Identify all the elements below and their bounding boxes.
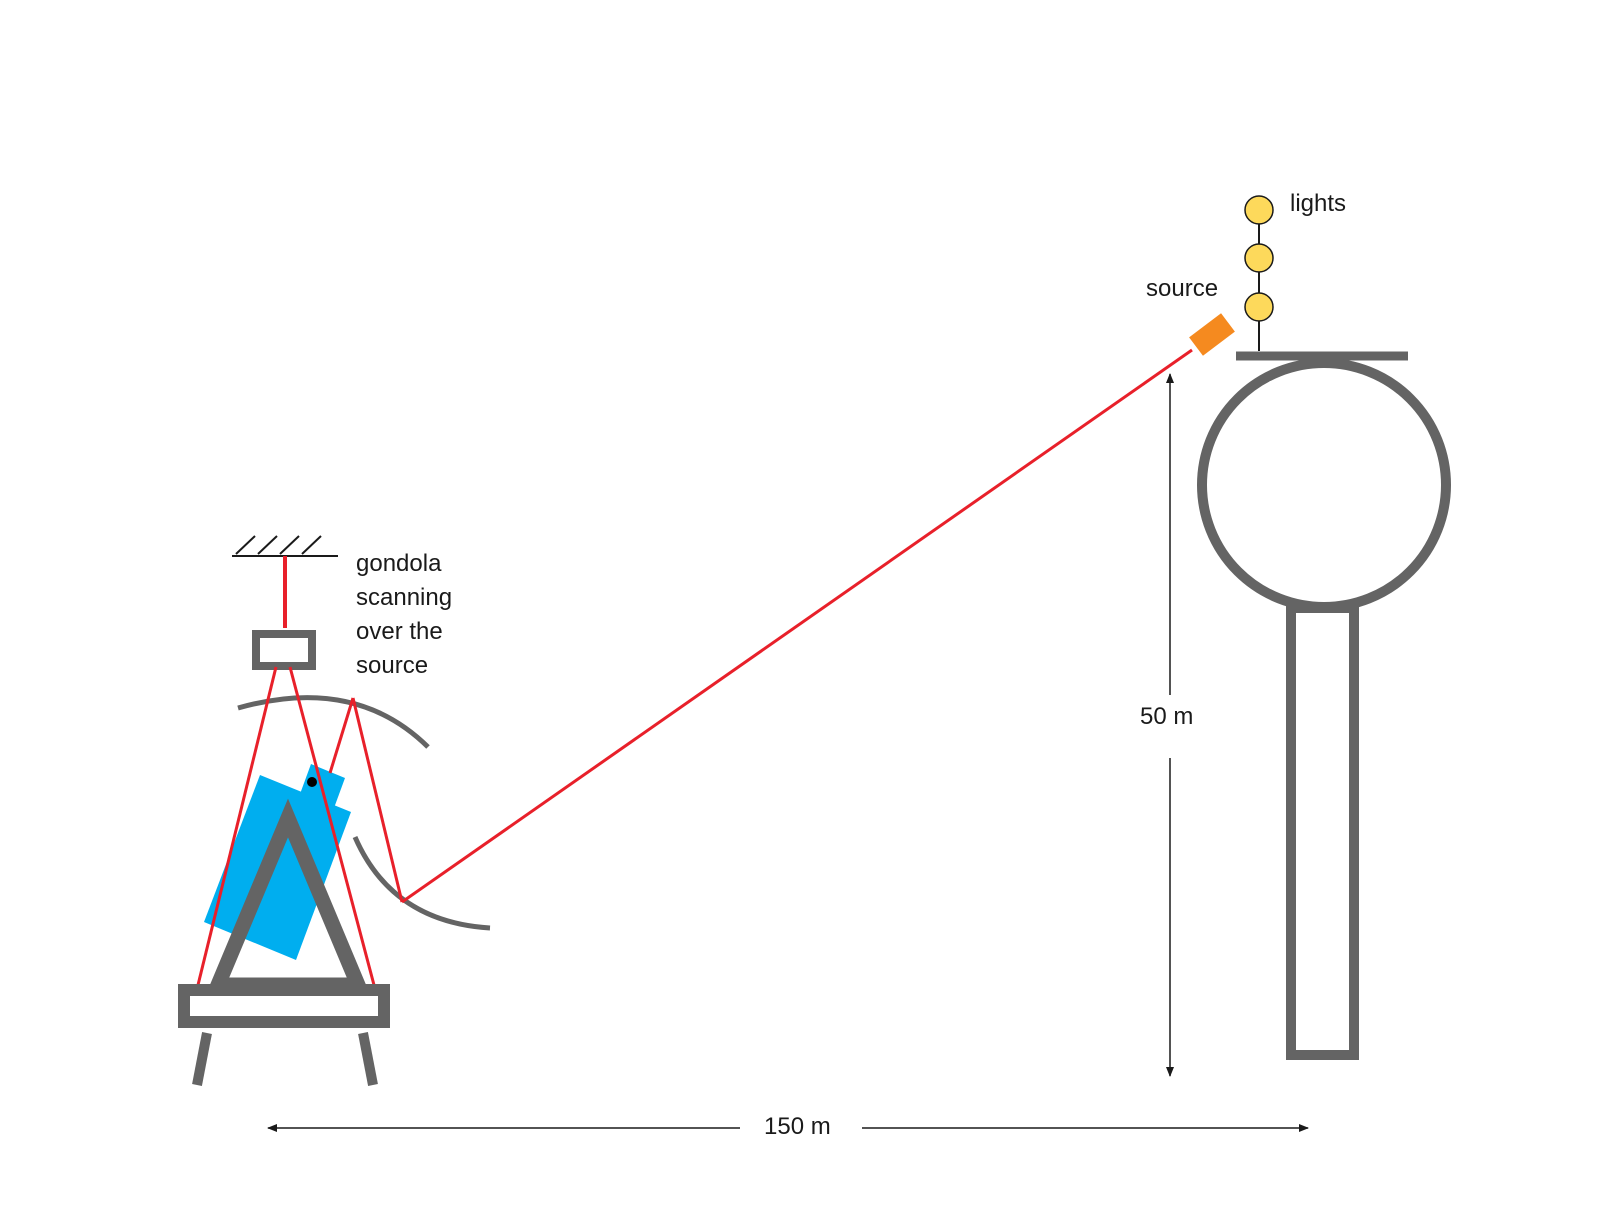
gondola-label-line: over the <box>356 618 443 645</box>
height-label: 50 m <box>1134 700 1200 734</box>
base-leg-left <box>192 1032 212 1086</box>
beam-paths <box>196 348 1193 986</box>
ceiling-hatch-icon <box>232 535 338 557</box>
pivot-point <box>307 777 317 787</box>
light-icon <box>1244 292 1274 322</box>
primary-mirror <box>352 836 491 931</box>
source-label: source <box>1146 275 1219 302</box>
light-source-icon <box>1189 313 1235 356</box>
gondola-label: gondola scanning over the source <box>356 547 452 683</box>
gondola-label-line: source <box>356 652 429 679</box>
gondola-label-line: scanning <box>356 584 453 611</box>
gondola-box <box>252 630 316 670</box>
gondola-label-line: gondola <box>356 550 442 577</box>
base-platform <box>178 984 390 1028</box>
distance-label: 150 m <box>756 1110 839 1144</box>
light-icon <box>1244 195 1274 225</box>
tower <box>1197 351 1451 1060</box>
secondary-mirror <box>237 695 430 749</box>
base-leg-right <box>358 1032 378 1086</box>
light-icon <box>1244 243 1274 273</box>
lights-label: lights <box>1290 190 1347 217</box>
